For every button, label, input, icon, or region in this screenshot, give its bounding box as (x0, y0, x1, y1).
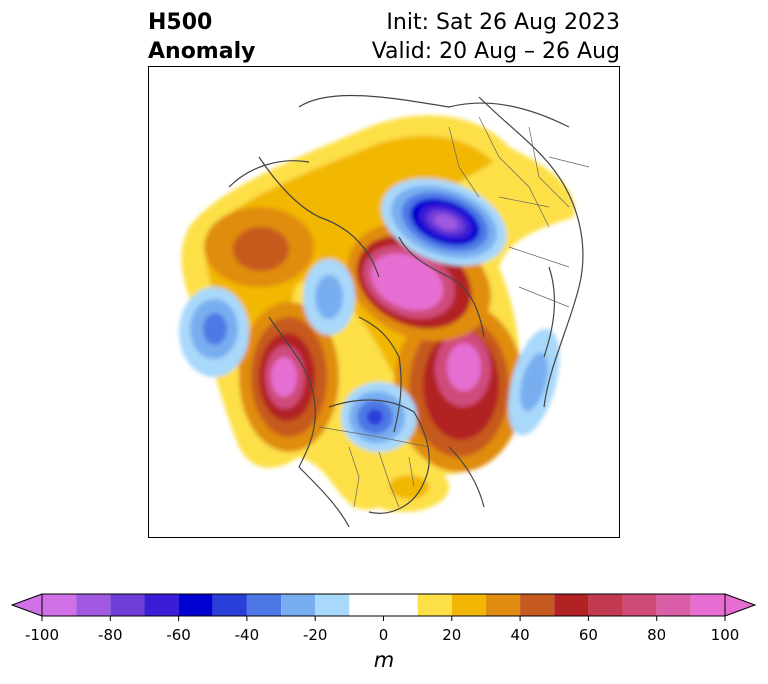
alaska-ridge-5 (271, 357, 297, 397)
europe-ridge-5 (447, 343, 481, 391)
hudson-trough-4 (367, 409, 383, 425)
colorbar-unit: m (373, 648, 395, 672)
colorbar-segment (690, 594, 725, 616)
map-panel (148, 66, 620, 538)
colorbar-segment (485, 594, 521, 616)
kara-ridge-4 (370, 253, 444, 311)
colorbar-extend-low (10, 593, 43, 617)
pacific-trough-3 (203, 313, 227, 345)
colorbar-tick-label: 40 (510, 626, 530, 644)
colorbar-segment (42, 594, 77, 616)
colorbar-tick-label: -60 (166, 626, 191, 644)
colorbar-tick-label: -40 (234, 626, 260, 644)
colorbar-segment (622, 594, 657, 616)
colorbar-segment (554, 594, 589, 616)
colorbar-segment (349, 594, 418, 616)
anomaly-map (179, 94, 590, 528)
colorbar-tick-label: -80 (98, 626, 123, 644)
asia-trough-2 (315, 275, 343, 319)
barents-trough-7 (434, 214, 458, 230)
colorbar-tick-label: 0 (378, 626, 389, 644)
political-borders (318, 116, 590, 508)
init-date: Init: Sat 26 Aug 2023 (386, 10, 620, 35)
siberia-ridge-2 (233, 227, 289, 271)
colorbar-segment (588, 594, 623, 616)
colorbar-tick-label: -100 (24, 626, 60, 644)
colorbar-segment (315, 594, 350, 616)
atlantic-trough-2 (520, 352, 548, 412)
colorbar-segment (144, 594, 179, 616)
colorbar-extend-high (724, 593, 757, 617)
colorbar-tick-label: 100 (710, 626, 740, 644)
colorbar-tick-label: 60 (578, 626, 598, 644)
colorbar-segment (656, 594, 691, 616)
colorbar-segment (417, 594, 452, 616)
southern-us-ridge-inner (389, 475, 429, 499)
colorbar-segment (451, 594, 486, 616)
title-variable: H500 (148, 10, 213, 35)
map-title-right: Init: Sat 26 Aug 2023 Valid: 20 Aug – 26… (372, 8, 620, 66)
colorbar-segment (212, 594, 247, 616)
colorbar-tick-label: -20 (302, 626, 328, 644)
map-title-left: H500 Anomaly (148, 8, 255, 66)
valid-range: Valid: 20 Aug – 26 Aug (371, 39, 620, 64)
colorbar (10, 593, 757, 621)
colorbar-segment (76, 594, 111, 616)
title-anomaly: Anomaly (148, 39, 256, 64)
colorbar-segment (281, 594, 316, 616)
colorbar-segment (110, 594, 145, 616)
colorbar-segment (178, 594, 213, 616)
colorbar-segment (246, 594, 282, 616)
coastlines (228, 94, 584, 528)
colorbar-tick-label: 80 (647, 626, 667, 644)
colorbar-tick-label: 20 (442, 626, 462, 644)
colorbar-segment (520, 594, 555, 616)
